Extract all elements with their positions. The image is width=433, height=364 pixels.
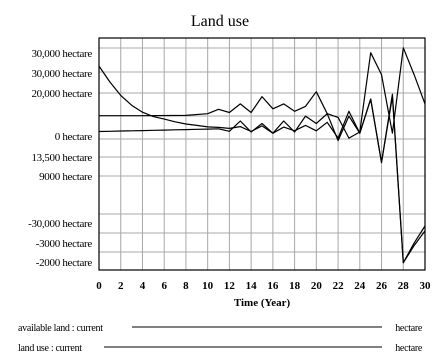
legend-label: available land : current	[18, 323, 103, 334]
y-tick-label: 30,000 hectare	[31, 48, 92, 60]
y-axis-ticks: 30,000 hectare 30,000 hectare 20,000 hecta…	[28, 48, 93, 269]
legend-unit: hectare	[395, 323, 423, 334]
y-tick-label: -2000 hectare	[36, 257, 93, 269]
y-tick-label: 9000 hectare	[39, 171, 92, 183]
x-tick-label: 2	[118, 280, 124, 292]
y-tick-label: 30,000 hectare	[31, 68, 92, 80]
x-axis-label: Time (Year)	[234, 297, 291, 309]
legend-label: land use : current	[18, 343, 82, 354]
chart-title: Land use	[191, 13, 249, 30]
x-tick-label: 28	[398, 280, 410, 292]
plot-area-frame	[98, 37, 426, 271]
y-tick-label: -30,000 hectare	[28, 218, 92, 230]
x-tick-label: 0	[96, 280, 102, 292]
x-tick-label: 18	[289, 280, 301, 292]
series-layer	[98, 47, 426, 264]
y-tick-label: 20,000 hectare	[31, 88, 92, 100]
x-tick-label: 30	[420, 280, 432, 292]
grid	[98, 38, 426, 270]
x-axis-ticks: 0 2 4 6 8 10 12 14 16 18 20 22 24 26 28 30	[96, 280, 431, 292]
legend-unit: hectare	[395, 343, 423, 354]
x-tick-label: 22	[333, 280, 345, 292]
y-tick-label: 0 hectare	[55, 131, 93, 143]
x-tick-label: 12	[224, 280, 236, 292]
x-tick-label: 26	[376, 280, 388, 292]
x-tick-label: 10	[202, 280, 214, 292]
y-tick-label: -3000 hectare	[36, 238, 93, 250]
y-tick-label: 13,500 hectare	[31, 152, 92, 164]
legend: available land : current hectare land use …	[18, 323, 423, 354]
x-tick-label: 16	[267, 280, 279, 292]
x-tick-label: 14	[246, 280, 258, 292]
x-tick-label: 6	[161, 280, 167, 292]
series-line-2	[98, 93, 426, 264]
x-tick-label: 20	[311, 280, 323, 292]
x-tick-label: 24	[354, 280, 366, 292]
x-tick-label: 4	[140, 280, 146, 292]
series-line-3	[99, 47, 426, 139]
x-tick-label: 8	[183, 280, 189, 292]
